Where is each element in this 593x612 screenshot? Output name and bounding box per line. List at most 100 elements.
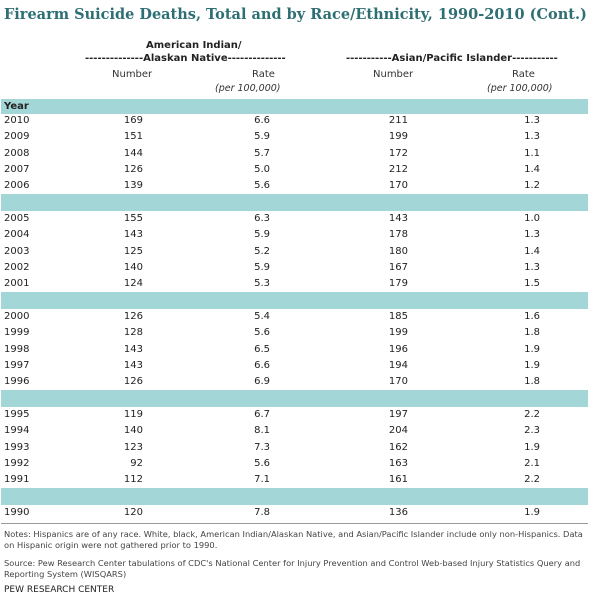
aian-rate-cell: 5.2 bbox=[254, 245, 270, 257]
aian-number-cell: 123 bbox=[123, 441, 143, 453]
api-number-cell: 136 bbox=[388, 507, 408, 518]
api-rate-cell: 1.3 bbox=[524, 229, 540, 241]
aian-rate-cell: 5.6 bbox=[254, 180, 270, 192]
api-rate-cell: 1.2 bbox=[524, 180, 540, 192]
aian-number-cell: 143 bbox=[123, 359, 143, 371]
table-row: 1999 128 5.6 199 1.8 bbox=[0, 325, 593, 341]
year-cell: 1996 bbox=[4, 376, 30, 388]
year-cell: 1993 bbox=[4, 441, 30, 453]
year-cell: 2010 bbox=[4, 115, 30, 126]
api-rate-cell: 1.9 bbox=[524, 359, 540, 371]
column-subheader-aian-rate: (per 100,000) bbox=[215, 83, 281, 94]
table-row: 2005 155 6.3 143 1.0 bbox=[0, 211, 593, 227]
year-column-header: Year bbox=[4, 101, 29, 112]
aian-rate-cell: 5.9 bbox=[254, 229, 270, 241]
table-row: 1994 140 8.1 204 2.3 bbox=[0, 423, 593, 439]
aian-number-cell: 92 bbox=[130, 457, 143, 469]
aian-number-cell: 126 bbox=[123, 163, 143, 175]
table-row: 2007 126 5.0 212 1.4 bbox=[0, 162, 593, 178]
table-row: 1998 143 6.5 196 1.9 bbox=[0, 342, 593, 358]
api-number-cell: 212 bbox=[388, 163, 408, 175]
year-cell: 2009 bbox=[4, 131, 30, 143]
separator-band bbox=[1, 488, 588, 505]
year-cell: 2006 bbox=[4, 180, 30, 192]
table-row: 2001 124 5.3 179 1.5 bbox=[0, 276, 593, 292]
column-header-aian-rate: Rate bbox=[252, 69, 275, 80]
api-number-cell: 179 bbox=[388, 278, 408, 290]
api-rate-cell: 1.1 bbox=[524, 147, 540, 159]
api-number-cell: 185 bbox=[388, 311, 408, 322]
aian-rate-cell: 7.3 bbox=[254, 441, 270, 453]
api-rate-cell: 2.2 bbox=[524, 409, 540, 420]
table-row: 1996 126 6.9 170 1.8 bbox=[0, 374, 593, 390]
api-rate-cell: 1.9 bbox=[524, 507, 540, 518]
table-row: 2003 125 5.2 180 1.4 bbox=[0, 244, 593, 260]
aian-number-cell: 124 bbox=[123, 278, 143, 290]
aian-rate-cell: 6.6 bbox=[254, 115, 270, 126]
api-rate-cell: 1.4 bbox=[524, 245, 540, 257]
year-cell: 1992 bbox=[4, 457, 30, 469]
aian-rate-cell: 6.7 bbox=[254, 409, 270, 420]
api-number-cell: 178 bbox=[388, 229, 408, 241]
aian-rate-cell: 5.3 bbox=[254, 278, 270, 290]
api-number-cell: 170 bbox=[388, 180, 408, 192]
aian-rate-cell: 5.7 bbox=[254, 147, 270, 159]
year-cell: 1998 bbox=[4, 343, 30, 355]
api-number-cell: 180 bbox=[388, 245, 408, 257]
aian-number-cell: 151 bbox=[123, 131, 143, 143]
row-group-2000-1996: 2000 126 5.4 185 1.6 1999 128 5.6 199 1.8 1998 14… bbox=[0, 309, 593, 390]
table-row: 1991 112 7.1 161 2.2 bbox=[0, 472, 593, 488]
table-row: 2010 169 6.6 211 1.3 bbox=[0, 113, 593, 129]
year-cell: 1991 bbox=[4, 474, 30, 486]
column-subheader-api-rate: (per 100,000) bbox=[487, 83, 553, 94]
aian-number-cell: 143 bbox=[123, 229, 143, 241]
aian-rate-cell: 7.8 bbox=[254, 507, 270, 518]
aian-number-cell: 125 bbox=[123, 245, 143, 257]
aian-number-cell: 126 bbox=[123, 311, 143, 322]
api-rate-cell: 1.9 bbox=[524, 343, 540, 355]
aian-rate-cell: 6.3 bbox=[254, 213, 270, 224]
column-header-aian-number: Number bbox=[112, 69, 153, 80]
api-number-cell: 162 bbox=[388, 441, 408, 453]
aian-number-cell: 119 bbox=[123, 409, 143, 420]
api-rate-cell: 2.2 bbox=[524, 474, 540, 486]
aian-rate-cell: 5.0 bbox=[254, 163, 270, 175]
aian-rate-cell: 6.9 bbox=[254, 376, 270, 388]
api-rate-cell: 1.8 bbox=[524, 376, 540, 388]
api-rate-cell: 1.6 bbox=[524, 311, 540, 322]
aian-rate-cell: 5.9 bbox=[254, 261, 270, 273]
aian-number-cell: 126 bbox=[123, 376, 143, 388]
api-rate-cell: 2.1 bbox=[524, 457, 540, 469]
aian-rate-cell: 7.1 bbox=[254, 474, 270, 486]
api-number-cell: 172 bbox=[388, 147, 408, 159]
table-bottom-rule bbox=[1, 523, 588, 524]
aian-rate-cell: 6.5 bbox=[254, 343, 270, 355]
year-cell: 2007 bbox=[4, 163, 30, 175]
year-cell: 1994 bbox=[4, 425, 30, 437]
api-rate-cell: 2.3 bbox=[524, 425, 540, 437]
api-rate-cell: 1.5 bbox=[524, 278, 540, 290]
api-rate-cell: 1.8 bbox=[524, 327, 540, 339]
api-number-cell: 161 bbox=[388, 474, 408, 486]
column-header-api-number: Number bbox=[373, 69, 414, 80]
api-number-cell: 194 bbox=[388, 359, 408, 371]
table-row: 2008 144 5.7 172 1.1 bbox=[0, 146, 593, 162]
year-cell: 1997 bbox=[4, 359, 30, 371]
aian-number-cell: 120 bbox=[123, 507, 143, 518]
api-number-cell: 163 bbox=[388, 457, 408, 469]
row-group-2005-2001: 2005 155 6.3 143 1.0 2004 143 5.9 178 1.3 2003 12… bbox=[0, 211, 593, 292]
api-rate-cell: 1.0 bbox=[524, 213, 540, 224]
api-rate-cell: 1.3 bbox=[524, 131, 540, 143]
year-cell: 2002 bbox=[4, 261, 30, 273]
group-header-aian-line1: American Indian/ bbox=[146, 40, 242, 51]
separator-band bbox=[1, 194, 588, 211]
group-header-api: -----------Asian/Pacific Islander-------… bbox=[346, 53, 558, 64]
year-cell: 2004 bbox=[4, 229, 30, 241]
api-rate-cell: 1.3 bbox=[524, 115, 540, 126]
api-number-cell: 204 bbox=[388, 425, 408, 437]
table-row: 2002 140 5.9 167 1.3 bbox=[0, 260, 593, 276]
table-row: 1993 123 7.3 162 1.9 bbox=[0, 440, 593, 456]
table-row: 1992 92 5.6 163 2.1 bbox=[0, 456, 593, 472]
api-number-cell: 167 bbox=[388, 261, 408, 273]
table-row: 1997 143 6.6 194 1.9 bbox=[0, 358, 593, 374]
